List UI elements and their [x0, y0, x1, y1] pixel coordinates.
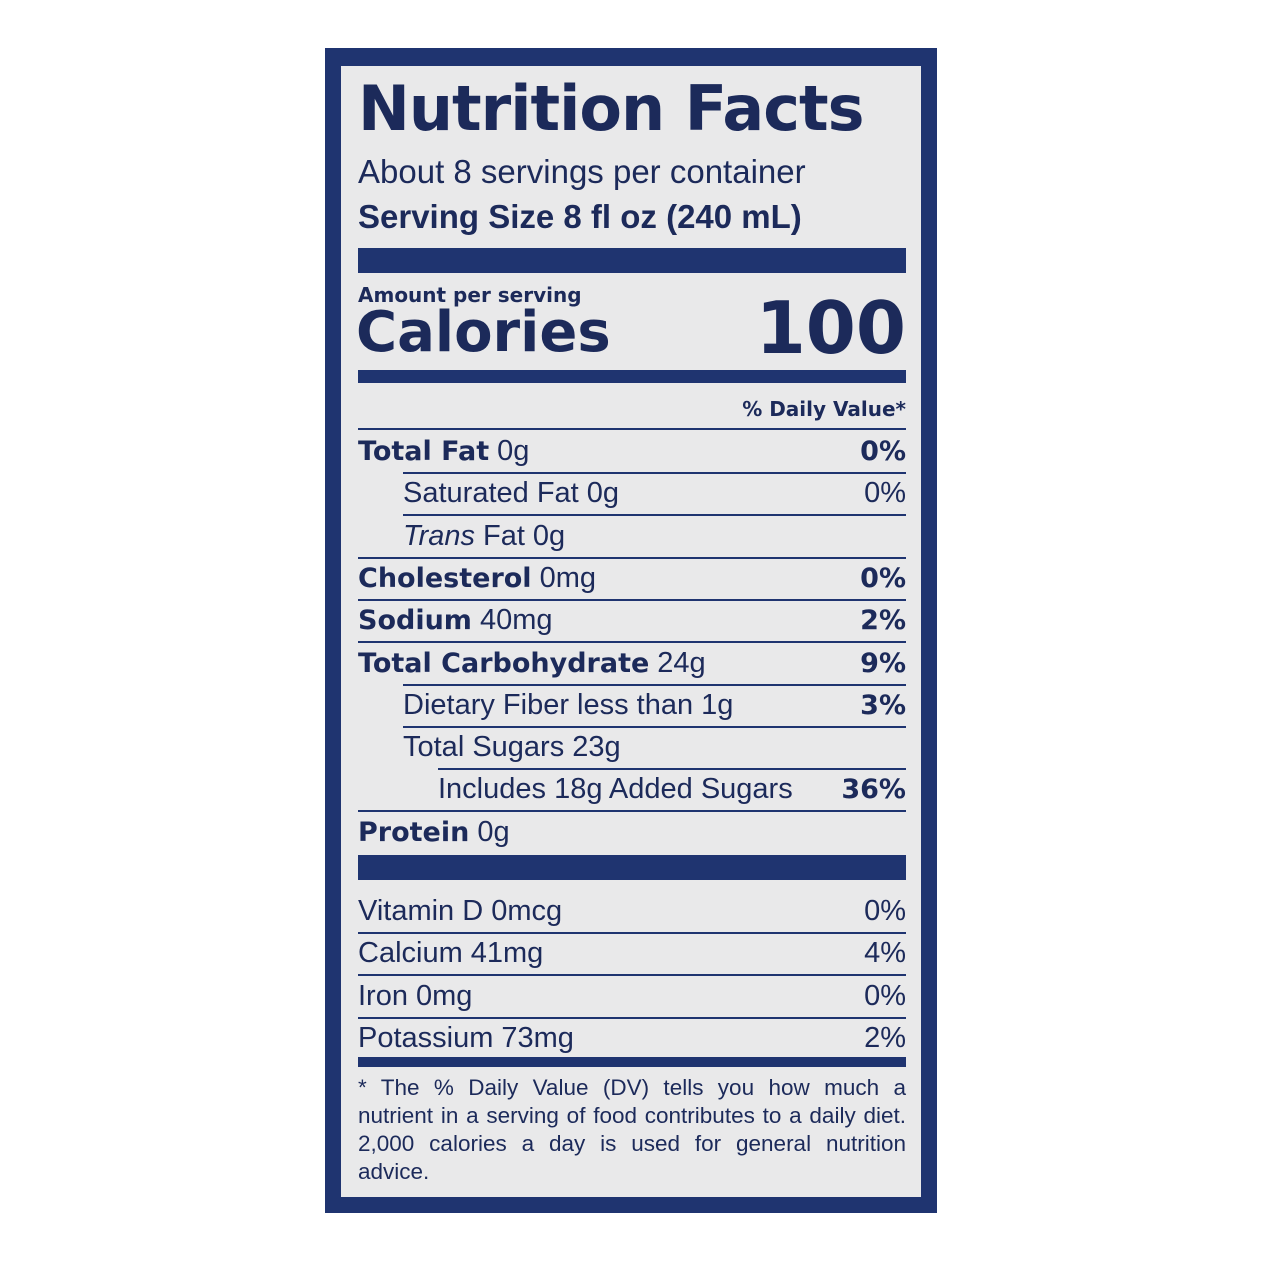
nutrient-label: Total Carbohydrate [358, 647, 650, 679]
daily-value: 0% [864, 477, 906, 510]
amount-per-serving: Amount per serving [358, 283, 582, 307]
nutrient-label: Protein [358, 816, 470, 848]
thick-bar [358, 248, 906, 273]
nutrient-label: Calcium [358, 937, 463, 970]
nutrient-row: Potassium 73mg [358, 1017, 574, 1059]
nutrient-label: Total Fat [358, 436, 490, 467]
nutrient-row: Iron 0mg [358, 975, 472, 1017]
daily-value-cell: 2% [860, 599, 906, 641]
rule [403, 683, 906, 686]
nutrient-amount: 0g [497, 435, 530, 467]
footnote: * The % Daily Value (DV) tells you how m… [358, 1075, 906, 1184]
daily-value-cell: 0% [860, 430, 906, 472]
rule [358, 641, 906, 644]
nutrient-label: Dietary Fiber less than [403, 688, 694, 721]
calories-value: 100 [755, 286, 906, 370]
daily-value-cell: 0% [864, 975, 906, 1017]
daily-value: 0% [864, 895, 906, 927]
rule [358, 974, 906, 977]
label-italic: Trans [403, 519, 475, 552]
daily-value-cell: 0% [860, 557, 906, 599]
daily-value-header: % Daily Value* [742, 397, 906, 421]
calories-label: Calories [356, 300, 611, 365]
rule [403, 725, 906, 728]
nutrient-row: Calcium 41mg [358, 932, 543, 974]
nutrient-row: Sodium 40mg [358, 599, 552, 641]
rule [358, 598, 906, 601]
nutrient-amount: 24g [657, 646, 706, 679]
rule [403, 514, 906, 517]
thick-bar [358, 855, 906, 880]
nutrient-label: Fat [482, 519, 525, 552]
nutrient-amount: 0g [586, 477, 619, 510]
nutrient-amount: 0g [477, 815, 510, 848]
nutrient-label: Saturated Fat [403, 477, 579, 510]
nutrient-row: Dietary Fiber less than 1g [403, 684, 733, 726]
title: Nutrition Facts [358, 72, 865, 145]
nutrient-row: Cholesterol 0mg [358, 557, 596, 599]
daily-value-cell: 2% [864, 1017, 906, 1059]
nutrient-label: Sodium [358, 605, 472, 637]
daily-value-cell: 0% [864, 890, 906, 932]
rule [358, 556, 906, 559]
nutrient-amount: 40mg [479, 604, 553, 637]
nutrient-label: Potassium [358, 1021, 494, 1054]
nutrient-row: Vitamin D 0mcg [358, 890, 562, 932]
nutrient-label: Includes 18g Added Sugars [438, 773, 793, 806]
rule [358, 428, 906, 430]
nutrient-row: Includes 18g Added Sugars [438, 768, 793, 810]
nutrient-label: Vitamin D [358, 895, 484, 927]
medium-bar [358, 370, 906, 383]
nutrient-label: Iron [358, 979, 408, 1012]
nutrient-row: Trans Fat 0g [403, 515, 565, 557]
rule [358, 1016, 906, 1019]
nutrient-row: Total Sugars 23g [403, 726, 621, 768]
daily-value: 2% [860, 605, 906, 637]
nutrient-row: Protein 0g [358, 811, 510, 853]
daily-value: 36% [841, 774, 906, 806]
nutrient-amount: 1g [701, 688, 734, 721]
daily-value: 3% [860, 689, 906, 721]
rule [358, 932, 906, 934]
nutrient-row: Saturated Fat 0g [403, 472, 619, 514]
daily-value-cell: 0% [864, 472, 906, 514]
nutrient-label: Total Sugars [403, 731, 565, 764]
nutrient-amount: 0mg [539, 561, 596, 594]
daily-value: 4% [864, 937, 906, 970]
serving-size: Serving Size 8 fl oz (240 mL) [358, 198, 802, 235]
daily-value-cell: 3% [860, 684, 906, 726]
nutrient-amount: 41mg [470, 937, 544, 970]
nutrient-amount: 0mcg [491, 895, 563, 927]
daily-value: 0% [860, 562, 906, 594]
servings: About 8 servings per container [358, 153, 806, 190]
rule [358, 810, 906, 813]
daily-value-cell: 36% [841, 768, 906, 810]
daily-value: 9% [860, 647, 906, 679]
daily-value: 2% [864, 1021, 906, 1054]
nutrient-row: Total Carbohydrate 24g [358, 642, 706, 684]
rule [403, 472, 906, 474]
daily-value: 0% [860, 436, 906, 467]
nutrient-amount: 73mg [501, 1021, 574, 1054]
nutrient-label: Cholesterol [358, 562, 532, 594]
medium-bar [358, 1057, 906, 1067]
nutrient-amount: 0mg [415, 979, 473, 1012]
daily-value-cell: 4% [864, 932, 906, 974]
rule [438, 768, 906, 771]
nutrient-amount: 23g [572, 731, 621, 764]
daily-value: 0% [864, 979, 906, 1012]
nutrient-amount: 0g [532, 519, 566, 552]
daily-value-cell: 9% [860, 642, 906, 684]
nutrient-row: Total Fat 0g [358, 430, 529, 472]
